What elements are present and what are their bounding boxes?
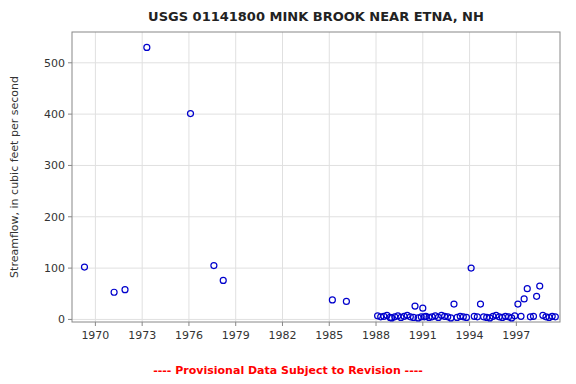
- y-tick-label: 300: [44, 159, 65, 172]
- x-tick-label: 1997: [502, 329, 530, 342]
- chart: 1970 1973 1976 1979 1982 1985 1988 1991 1994 1997…: [0, 0, 576, 384]
- x-tick-label: 1979: [222, 329, 250, 342]
- x-tick-label: 1994: [456, 329, 484, 342]
- point: [521, 296, 527, 302]
- point: [412, 303, 418, 309]
- point: [343, 298, 349, 304]
- grid-line: [72, 216, 560, 217]
- point: [530, 313, 536, 319]
- x-tick-label: 1970: [81, 329, 109, 342]
- point: [468, 265, 474, 271]
- point: [329, 297, 335, 303]
- y-tick-label: 100: [44, 262, 65, 275]
- points: [81, 44, 558, 320]
- point: [477, 301, 483, 307]
- x-tick: [235, 322, 236, 326]
- x-tick: [142, 322, 143, 326]
- x-tick-label: 1991: [409, 329, 437, 342]
- grid: [72, 32, 560, 322]
- y-tick-label: 500: [44, 57, 65, 70]
- point: [448, 315, 454, 321]
- grid-line: [72, 268, 560, 269]
- y-tick: [68, 62, 72, 63]
- point: [524, 286, 530, 292]
- point: [211, 263, 217, 269]
- grid-line: [376, 32, 377, 322]
- grid-line: [329, 32, 330, 322]
- point: [144, 44, 150, 50]
- grid-line: [282, 32, 283, 322]
- y-tick: [68, 268, 72, 269]
- x-tick: [188, 322, 189, 326]
- grid-line: [142, 32, 143, 322]
- point: [474, 314, 480, 320]
- x-tick: [516, 322, 517, 326]
- x-tick-label: 1976: [175, 329, 203, 342]
- grid-line: [422, 32, 423, 322]
- y-tick: [68, 165, 72, 166]
- grid-line: [95, 32, 96, 322]
- grid-line: [235, 32, 236, 322]
- point: [122, 287, 128, 293]
- point: [220, 277, 226, 283]
- title: USGS 01141800 MINK BROOK NEAR ETNA, NH: [148, 9, 484, 24]
- x-tick-label: 1988: [362, 329, 390, 342]
- point: [515, 301, 521, 307]
- x-tick-label: 1973: [128, 329, 156, 342]
- point: [420, 305, 426, 311]
- x-tick-label: 1982: [268, 329, 296, 342]
- y-tick: [68, 319, 72, 320]
- x-tick: [376, 322, 377, 326]
- y-tick-label: 0: [58, 313, 65, 326]
- point: [537, 283, 543, 289]
- y-tick: [68, 216, 72, 217]
- grid-line: [72, 165, 560, 166]
- x-tick-label: 1985: [315, 329, 343, 342]
- y-tick-label: 400: [44, 108, 65, 121]
- x-tick: [422, 322, 423, 326]
- point: [187, 111, 193, 117]
- x-tick: [469, 322, 470, 326]
- y-tick-label: 200: [44, 211, 65, 224]
- plot-frame: [72, 32, 560, 322]
- y-tick: [68, 114, 72, 115]
- x-tick: [95, 322, 96, 326]
- x-tick: [329, 322, 330, 326]
- point: [81, 264, 87, 270]
- point: [552, 314, 558, 320]
- axes: 1970 1973 1976 1979 1982 1985 1988 1991 1994 1997…: [44, 57, 530, 342]
- point: [463, 314, 469, 320]
- grid-line: [188, 32, 189, 322]
- point: [512, 313, 518, 319]
- grid-line: [516, 32, 517, 322]
- point: [111, 289, 117, 295]
- grid-line: [72, 62, 560, 63]
- point: [451, 301, 457, 307]
- grid-line: [469, 32, 470, 322]
- y-axis-label: Streamflow, in cubic feet per second: [8, 76, 21, 278]
- point: [534, 293, 540, 299]
- point: [518, 313, 524, 319]
- footnote: ---- Provisional Data Subject to Revisio…: [153, 364, 423, 377]
- x-tick: [282, 322, 283, 326]
- grid-line: [72, 114, 560, 115]
